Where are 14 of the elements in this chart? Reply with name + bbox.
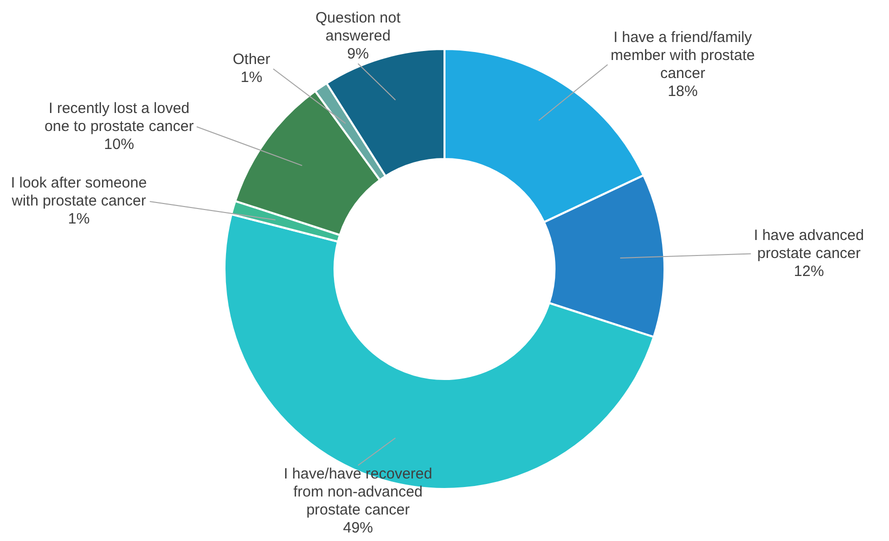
slice-label: I have/have recovered from non-advanced prostate cancer bbox=[284, 466, 432, 519]
data-label: 9% bbox=[347, 46, 369, 63]
data-label: 18% bbox=[668, 82, 698, 100]
slice-label: Other bbox=[232, 50, 270, 68]
data-label: 12% bbox=[794, 262, 824, 280]
slice-label: I recently lost a loved one to prostate cancer bbox=[44, 100, 194, 135]
slice-label: I have advanced prostate cancer bbox=[754, 226, 864, 262]
slice-label: I look after someone with prostate cancer bbox=[10, 174, 147, 210]
data-label: 10% bbox=[104, 136, 134, 153]
data-label: 1% bbox=[240, 68, 262, 86]
slice-label: Question not answered bbox=[315, 10, 402, 45]
data-label: 49% bbox=[342, 520, 374, 537]
slice-label: I have a friend/family member with prostate cancer bbox=[610, 28, 755, 82]
data-label: 1% bbox=[68, 210, 90, 228]
